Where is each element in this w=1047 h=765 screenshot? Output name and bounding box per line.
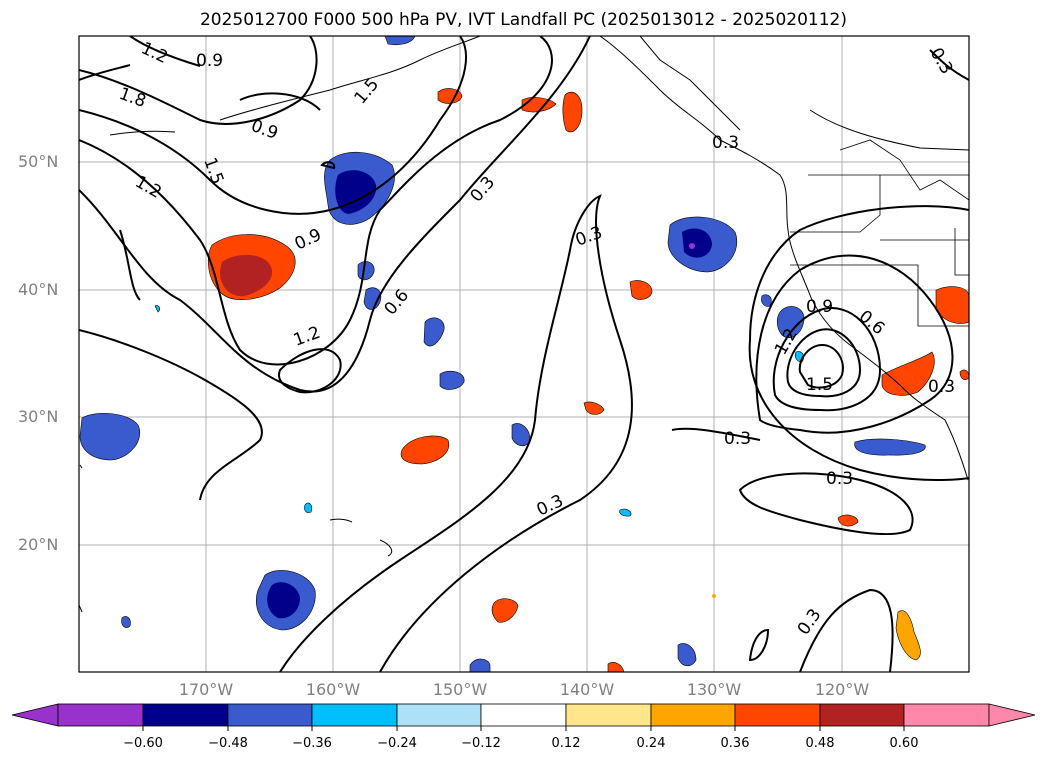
colorbar-tick-label: −0.60 [123,736,163,751]
contour-label: 0.3 [724,429,751,449]
longitude-label: 160°W [305,680,361,699]
contour-label: 0.3 [534,491,567,521]
latitude-label: 40°N [18,280,59,299]
colorbar-tick-label: −0.48 [208,736,248,751]
colorbar-bin [311,703,398,727]
colorbar-tick-label: −0.24 [377,736,417,751]
map-frame [78,35,970,673]
colorbar-tick-label: 0.48 [805,736,835,751]
coastlines [79,36,969,613]
colorbar-tick-label: 0.60 [889,736,919,751]
contour-label: 1.2 [132,172,165,203]
latitude-label: 50°N [18,152,59,171]
contour-label: 1.8 [116,84,148,112]
contour-label: 0.9 [248,116,280,144]
longitude-label: 150°W [432,680,488,699]
colorbar-bin [480,703,567,727]
contour-label: 0.3 [573,223,605,251]
colorbar-tick-label: 0.12 [551,736,581,751]
colorbar-tick-label: −0.12 [461,736,501,751]
contour-label: 1.2 [291,323,323,351]
colorbar-tick-label: −0.36 [292,736,332,751]
colorbar-tick-label: 0.24 [636,736,666,751]
contour-label: 0.3 [794,605,826,639]
colorbar-extend-low [11,703,59,727]
colorbar-tick-label: 0.36 [720,736,750,751]
contour-label: 1.5 [199,155,227,187]
latitude-label: 30°N [18,407,59,426]
colorbar [11,703,1036,731]
contour-label-group: 1.2 0.9 1.8 0.9 1.5 1.5 1.2 0.9 0.6 1.2 … [116,38,956,638]
contour-label: 1.5 [806,375,833,395]
colorbar-bin [734,703,821,727]
contour-label: 0.9 [806,297,833,317]
longitude-label: 170°W [178,680,234,699]
contour-label: 0.3 [467,173,500,207]
contour-label: 0.3 [712,133,739,153]
colorbar-bin [57,703,144,727]
colorbar-bin [396,703,482,727]
contour-label: 0.6 [381,286,414,320]
contour-label: 0.3 [926,45,957,78]
map-title: 2025012700 F000 500 hPa PV, IVT Landfall… [199,10,847,30]
colorbar-extend-high [988,703,1036,727]
contour-label: 1.5 [351,75,384,109]
colorbar-bin [142,703,229,727]
latitude-label: 20°N [18,535,59,554]
gridlines [79,36,969,672]
longitude-label: 140°W [559,680,615,699]
colorbar-bin [903,703,990,727]
contour-label: 0.3 [826,469,853,489]
longitude-label: 130°W [686,680,742,699]
pv-contours [79,36,969,672]
contour-label: 0.9 [292,225,325,255]
pc-shading [79,36,969,672]
contour-label: 0.3 [928,377,955,397]
negative-anomaly-west [79,413,140,461]
colorbar-bin [227,703,313,727]
colorbar-bin [565,703,652,727]
colorbar-bin [650,703,736,727]
boundaries [790,139,969,327]
contour-label: 0.9 [196,51,223,71]
contour-label: 0.6 [855,307,889,340]
longitude-label: 120°W [814,680,870,699]
colorbar-bin [819,703,905,727]
